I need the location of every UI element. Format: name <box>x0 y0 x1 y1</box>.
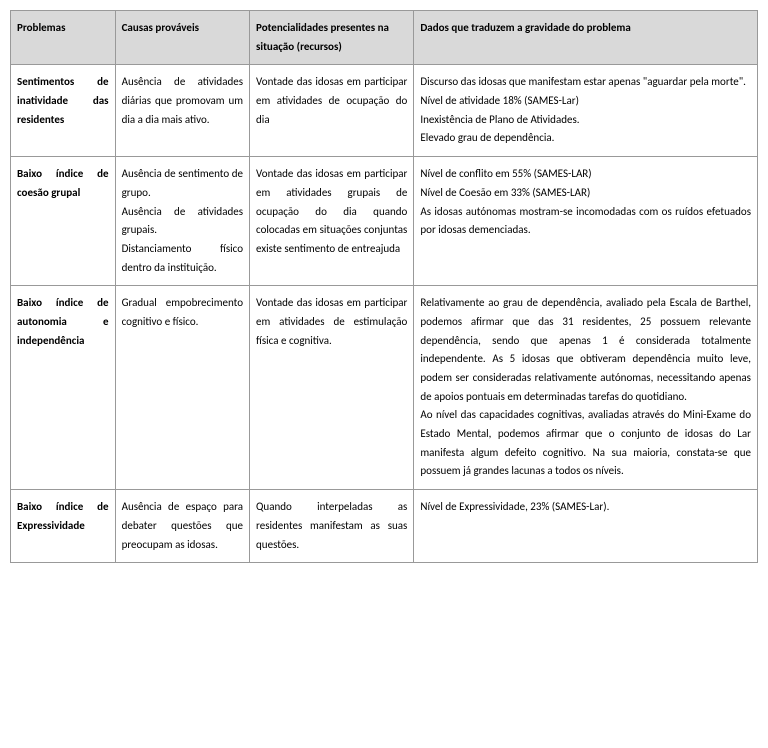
causas-line: Distanciamento físico dentro da institui… <box>122 240 243 277</box>
dados-line: Ao nível das capacidades cognitivas, ava… <box>420 406 751 481</box>
dados-line: Nível de atividade 18% (SAMES-Lar) <box>420 92 751 111</box>
cell-causas: Ausência de sentimento de grupo. Ausênci… <box>115 157 249 286</box>
table-row: Baixo índice de Expressividade Ausência … <box>11 490 758 563</box>
dados-line: Discurso das idosas que manifestam estar… <box>420 73 751 92</box>
cell-dados: Discurso das idosas que manifestam estar… <box>414 65 758 157</box>
dados-line: Inexistência de Plano de Atividades. <box>420 111 751 130</box>
dados-line: Elevado grau de dependência. <box>420 129 751 148</box>
header-causas: Causas prováveis <box>115 11 249 65</box>
header-problemas: Problemas <box>11 11 116 65</box>
cell-problemas: Baixo índice de autonomia e independênci… <box>11 286 116 490</box>
cell-problemas: Baixo índice de coesão grupal <box>11 157 116 286</box>
table-header-row: Problemas Causas prováveis Potencialidad… <box>11 11 758 65</box>
dados-line: Nível de Coesão em 33% (SAMES-LAR) <box>420 184 751 203</box>
cell-problemas: Sentimentos de inatividade das residente… <box>11 65 116 157</box>
cell-problemas: Baixo índice de Expressividade <box>11 490 116 563</box>
cell-potencialidades: Vontade das idosas em participar em ativ… <box>250 286 414 490</box>
problems-table: Problemas Causas prováveis Potencialidad… <box>10 10 758 563</box>
causas-line: Ausência de atividades grupais. <box>122 203 243 240</box>
dados-line: Nível de conflito em 55% (SAMES-LAR) <box>420 165 751 184</box>
cell-causas: Ausência de atividades diárias que promo… <box>115 65 249 157</box>
cell-potencialidades: Vontade das idosas em participar em ativ… <box>250 65 414 157</box>
cell-potencialidades: Vontade das idosas em participar em ativ… <box>250 157 414 286</box>
dados-line: As idosas autónomas mostram-se incomodad… <box>420 203 751 240</box>
cell-causas: Ausência de espaço para debater questões… <box>115 490 249 563</box>
table-row: Baixo índice de autonomia e independênci… <box>11 286 758 490</box>
dados-line: Relativamente ao grau de dependência, av… <box>420 294 751 406</box>
cell-dados: Nível de conflito em 55% (SAMES-LAR) Nív… <box>414 157 758 286</box>
cell-dados: Nível de Expressividade, 23% (SAMES-Lar)… <box>414 490 758 563</box>
cell-potencialidades: Quando interpeladas as residentes manife… <box>250 490 414 563</box>
header-dados: Dados que traduzem a gravidade do proble… <box>414 11 758 65</box>
table-row: Baixo índice de coesão grupal Ausência d… <box>11 157 758 286</box>
header-potencialidades: Potencialidades presentes na situação (r… <box>250 11 414 65</box>
table-row: Sentimentos de inatividade das residente… <box>11 65 758 157</box>
cell-dados: Relativamente ao grau de dependência, av… <box>414 286 758 490</box>
causas-line: Ausência de sentimento de grupo. <box>122 165 243 202</box>
cell-causas: Gradual empobrecimento cognitivo e físic… <box>115 286 249 490</box>
